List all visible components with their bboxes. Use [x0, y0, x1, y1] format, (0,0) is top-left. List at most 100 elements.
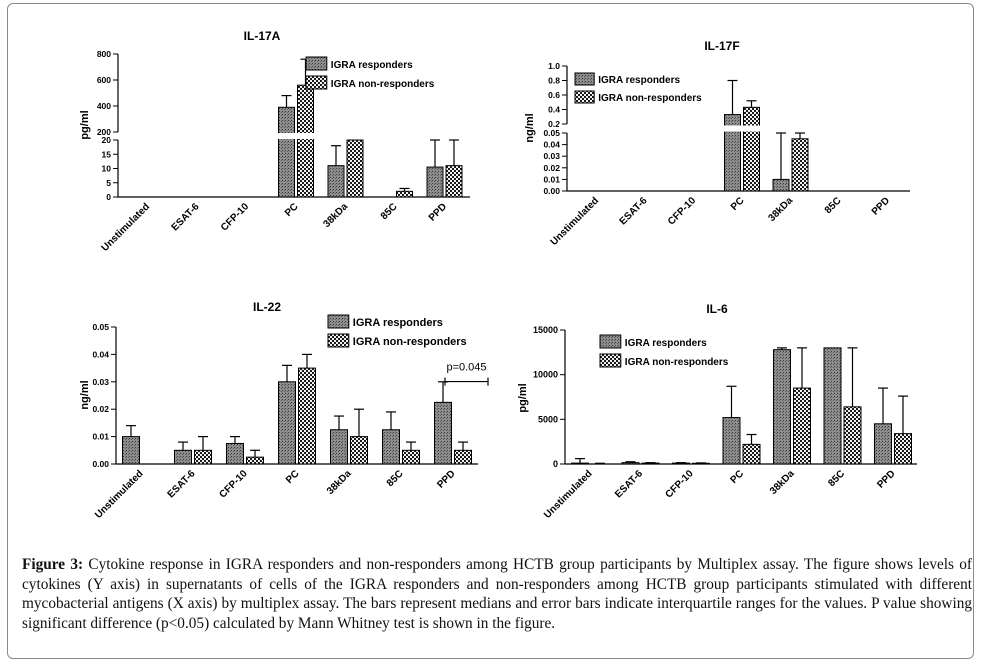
chart-2-category-label-unstimulated: Unstimulated	[93, 468, 146, 521]
chart-1-title: IL-17F	[704, 39, 739, 53]
chart-0-upper-tick-label: 200	[97, 127, 111, 137]
chart-1-axis-break-gap	[559, 125, 912, 132]
chart-2-legend-swatch-igra-non-responders	[327, 333, 350, 348]
chart-0-bar-igra-responders-38kda	[327, 165, 345, 198]
chart-3-bar-igra-responders-esat-6	[621, 462, 640, 465]
chart-1-y-axis-label: ng/ml	[524, 113, 536, 142]
chart-2-title: IL-22	[253, 300, 281, 314]
chart-1-legend-swatch-igra-non-responders	[574, 90, 595, 104]
chart-2-y-tick-label: 0.05	[92, 322, 109, 332]
chart-0-lower-tick-label: 0	[106, 192, 111, 202]
chart-3-legend-swatch-igra-non-responders	[599, 353, 622, 368]
chart-il-17f: IL-17F ng/ml 0.00 0.010.02 0.030.04 0.050.2 0.…	[524, 39, 912, 248]
chart-2-y-tick-label: 0.00	[92, 459, 109, 469]
chart-3-legend-label-igra-non-responders: IGRA non-responders	[625, 357, 729, 368]
caption-text: Cytokine response in IGRA responders and…	[22, 556, 973, 632]
chart-2-bar-igra-responders-ppd	[434, 401, 452, 465]
chart-2-category-label-pc: PC	[284, 468, 302, 486]
chart-2-y-tick-label: 0.02	[92, 404, 109, 414]
chart-0-lower-tick-label: 5	[106, 178, 111, 188]
chart-2-y-axis-label: ng/ml	[79, 380, 91, 409]
chart-0-category-label-pc: PC	[283, 201, 301, 219]
chart-2-category-label-cfp-10: CFP-10	[217, 468, 249, 500]
chart-1-lower-tick-label: 0.04	[543, 140, 560, 150]
chart-3-title: IL-6	[706, 302, 728, 316]
chart-2-legend-label-igra-responders: IGRA responders	[353, 317, 443, 329]
chart-il-22: IL-22 ng/ml 0.00 0.01 0.02 0.03 0.04 0.05 Unstim…	[79, 300, 489, 521]
chart-2-p-value-label: p=0.045	[446, 362, 486, 374]
chart-1-upper-tick-label: 0.6	[548, 90, 560, 100]
chart-0-lower-tick-label: 10	[102, 164, 112, 174]
chart-1-category-label-cfp-10: CFP-10	[666, 195, 698, 227]
chart-3-legend-label-igra-responders: IGRA responders	[625, 338, 707, 349]
chart-il-6: IL-6 pg/ml 0 5000 10000 15000 Unstimulated ESAT…	[517, 302, 917, 521]
chart-3-bar-igra-responders-pc	[722, 417, 741, 465]
chart-0-bar-igra-non-responders-pc	[297, 84, 314, 198]
chart-2-bar-igra-non-responders-85c	[402, 449, 420, 465]
chart-2-category-label-38kda: 38kDa	[325, 468, 354, 497]
chart-2-bar-igra-responders-cfp-10	[226, 442, 244, 465]
chart-3-bar-igra-responders-85c	[823, 347, 842, 465]
chart-3-bar-igra-non-responders-ppd	[894, 433, 912, 465]
chart-1-bar-igra-non-responders-pc	[743, 106, 760, 192]
chart-1-legend-swatch-igra-responders	[574, 72, 595, 86]
chart-0-lower-tick-label: 15	[102, 149, 112, 159]
chart-3-bar-igra-non-responders-pc	[742, 443, 761, 465]
chart-3-category-label-pc: PC	[729, 468, 747, 486]
chart-1-category-label-esat-6: ESAT-6	[618, 195, 650, 227]
chart-3-bar-igra-responders-unstimulated	[571, 462, 589, 465]
chart-1-bar-igra-non-responders-38kda	[791, 138, 809, 192]
chart-2-bar-igra-responders-esat-6	[174, 449, 192, 465]
chart-2-legend-label-igra-non-responders: IGRA non-responders	[353, 336, 467, 348]
chart-1-legend-label-igra-non-responders: IGRA non-responders	[598, 93, 702, 104]
chart-0-category-label-ppd: PPD	[427, 201, 449, 223]
chart-3-legend-swatch-igra-responders	[599, 334, 622, 349]
chart-0-bar-igra-non-responders-ppd	[445, 165, 463, 198]
chart-0-category-label-85c: 85C	[379, 201, 400, 222]
chart-2-category-label-ppd: PPD	[435, 468, 457, 490]
chart-3-bar-igra-responders-ppd	[874, 423, 892, 465]
chart-2-bar-igra-non-responders-esat-6	[194, 449, 212, 465]
chart-0-bar-igra-responders-ppd	[426, 166, 444, 198]
chart-2-y-tick-label: 0.03	[92, 377, 109, 387]
figure-caption: Figure 3: Cytokine response in IGRA resp…	[22, 555, 972, 633]
chart-1-category-label-pc: PC	[729, 195, 747, 213]
chart-3-bar-igra-responders-38kda	[773, 349, 791, 465]
chart-2-bar-igra-responders-85c	[382, 429, 400, 465]
chart-3-bar-igra-non-responders-38kda	[793, 387, 811, 465]
chart-3-category-label-38kda: 38kDa	[768, 468, 797, 497]
chart-3-y-tick-label: 10000	[533, 370, 558, 380]
chart-3-y-axis-label: pg/ml	[517, 383, 529, 412]
chart-0-legend-swatch-igra-responders	[305, 56, 328, 71]
chart-0-legend-swatch-igra-non-responders	[305, 75, 328, 90]
chart-0-title: IL-17A	[244, 29, 281, 43]
chart-2-category-label-esat-6: ESAT-6	[166, 468, 198, 500]
chart-1-upper-tick-label: 0.8	[548, 76, 560, 86]
chart-1-category-label-38kda: 38kDa	[767, 195, 796, 224]
chart-3-category-label-85c: 85C	[826, 468, 847, 489]
chart-0-category-label-38kda: 38kDa	[322, 201, 351, 230]
chart-0-category-label-unstimulated: Unstimulated	[100, 201, 153, 254]
chart-0-upper-tick-label: 400	[97, 101, 111, 111]
chart-1-lower-tick-label: 0.02	[543, 163, 560, 173]
chart-2-bar-igra-responders-38kda	[330, 429, 348, 465]
chart-2-category-label-85c: 85C	[385, 468, 406, 489]
chart-0-lower-tick-label: 20	[102, 135, 112, 145]
chart-3-y-tick-label: 0	[553, 459, 558, 469]
chart-0-bar-igra-non-responders-38kda	[346, 139, 364, 198]
chart-1-category-label-85c: 85C	[823, 195, 844, 216]
chart-1-lower-tick-label: 0.00	[543, 186, 560, 196]
chart-0-legend-label-igra-responders: IGRA responders	[331, 60, 413, 71]
chart-1-category-label-ppd: PPD	[870, 195, 892, 217]
chart-3-category-label-cfp-10: CFP-10	[663, 468, 695, 500]
chart-1-upper-tick-label: 1.0	[548, 61, 560, 71]
chart-0-y-axis-label: pg/ml	[79, 110, 91, 139]
chart-0-category-label-cfp-10: CFP-10	[219, 201, 251, 233]
chart-3-y-tick-label: 5000	[538, 414, 558, 424]
chart-1-upper-tick-label: 0.4	[548, 105, 560, 115]
chart-1-category-label-unstimulated: Unstimulated	[549, 195, 602, 248]
chart-1-lower-tick-label: 0.01	[543, 174, 560, 184]
chart-0-upper-tick-label: 800	[97, 49, 111, 59]
chart-2-legend-swatch-igra-responders	[327, 314, 350, 329]
